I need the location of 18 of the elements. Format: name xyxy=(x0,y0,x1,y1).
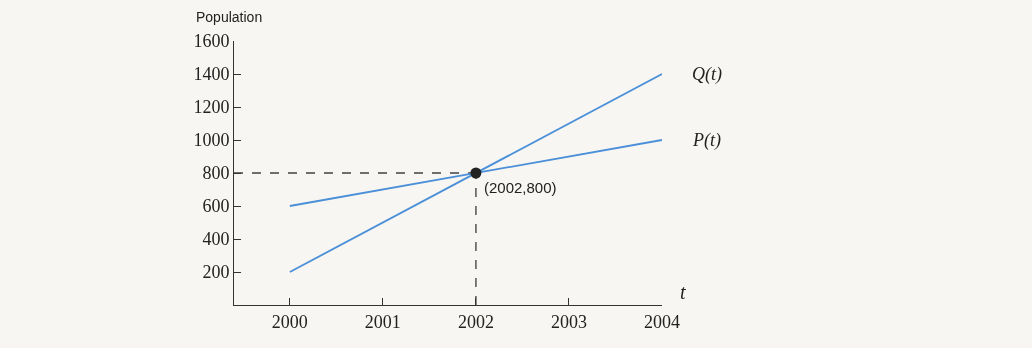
y-tick-label: 1200 xyxy=(193,97,230,118)
x-tick-label: 2002 xyxy=(457,311,494,332)
annotation: (2002,800) xyxy=(484,179,557,196)
y-tick-label: 600 xyxy=(202,196,230,217)
y-tick-label: 800 xyxy=(202,163,230,184)
y-tick-label: 400 xyxy=(202,229,230,250)
x-tick-label: 2001 xyxy=(364,311,401,332)
series-label: P(t) xyxy=(692,130,721,151)
x-axis-title: t xyxy=(680,281,686,303)
x-tick-label: 2000 xyxy=(271,311,308,332)
x-tick-label: 2003 xyxy=(550,311,587,332)
y-tick-label: 200 xyxy=(202,262,230,283)
y-tick-label: 1600 xyxy=(193,31,230,52)
y-tick-label: 1000 xyxy=(193,130,230,151)
x-tick-label: 2004 xyxy=(644,311,680,332)
series-label: Q(t) xyxy=(692,64,722,85)
y-tick-label: 1400 xyxy=(193,64,230,85)
y-axis-title: Population xyxy=(196,9,263,25)
